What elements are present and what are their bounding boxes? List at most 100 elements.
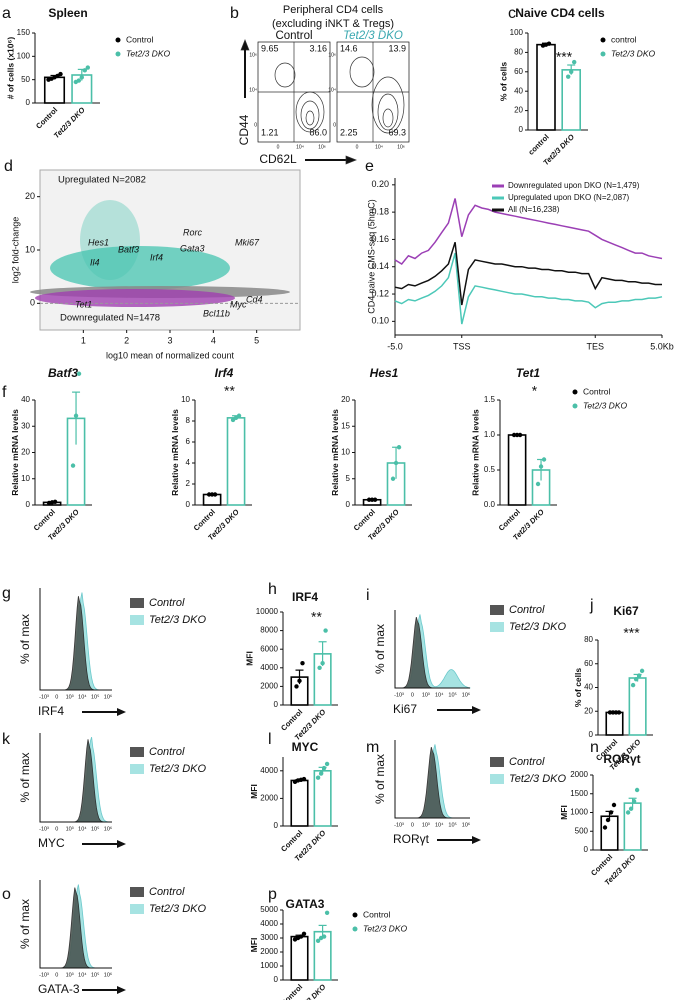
y-tick-label: 1000 [260,961,278,970]
flow-title: (excluding iNKT & Tregs) [272,18,394,30]
chart-title: Spleen [48,6,87,20]
y-tick-label: 0.14 [371,261,389,271]
data-point [70,463,76,468]
data-point [321,765,327,771]
x-tick-label: 0 [55,972,58,978]
y-tick-label: 60 [514,67,523,76]
chart-title: Irf4 [215,366,234,380]
y-tick-label: 20 [25,191,35,201]
y-tick-label: 3000 [260,933,278,942]
flow-x-tick-label: 10⁴ [375,144,383,150]
gene-label: Myc [230,299,247,309]
x-axis-label: IRF4 [38,704,64,718]
x-tick-label: 4 [211,335,216,345]
histogram-dko [395,614,471,689]
legend-marker [600,51,606,57]
legend-label: Control [583,386,611,396]
gene-label: Batf3 [118,244,139,254]
quadrant-value: 2.25 [340,127,358,137]
y-axis-label: % of max [18,614,32,664]
chart-title: Ki67 [613,604,639,618]
y-axis-label: % of max [373,754,387,804]
significance: ** [224,383,235,399]
bar [507,434,527,506]
legend-marker [572,389,578,395]
ma-cloud [30,169,301,331]
y-tick-label: 0 [584,845,589,854]
y-tick-label: 1500 [570,789,588,798]
legend-swatch [490,622,504,632]
significance: *** [556,49,573,65]
panel-letter: d [4,158,13,175]
data-point [569,69,574,75]
y-tick-label: 500 [575,826,589,835]
y-tick-label: 80 [584,635,593,644]
data-point [324,761,330,767]
data-point [535,481,541,487]
data-point [318,771,324,776]
legend-label: Upregulated upon DKO (N=2,087) [508,193,630,202]
y-tick-label: 0.0 [484,500,496,509]
data-point [630,682,636,688]
y-tick-label: 4000 [260,919,278,928]
quadrant-value: 69.3 [388,127,406,137]
data-point [297,678,302,684]
data-point [58,71,63,77]
data-point [76,78,82,83]
panel-letter: k [2,731,11,748]
data-point [611,802,617,808]
y-tick-label: 40 [584,683,593,692]
data-point [616,710,622,715]
gene-label: Tet1 [75,299,92,309]
y-tick-label: 80 [514,48,523,57]
panel-letter: b [230,5,239,22]
x-arrow-head [117,840,126,848]
legend-label: Tet2/3 DKO [149,614,207,626]
legend-marker [115,37,121,43]
x-tick-label: 5.0Kb [650,341,674,351]
legend-marker [115,51,121,57]
panel-letter: n [590,739,599,756]
gene-label: Rorc [183,227,203,237]
x-tick-label: 10⁵ [91,825,99,832]
data-point [315,938,321,943]
legend-label: Control [509,604,545,616]
y-tick-label: 2 [186,479,191,488]
legend-swatch [130,747,144,757]
legend-label: Control [149,746,185,758]
contour [300,100,320,130]
x-tick-label: 10⁵ [91,693,99,700]
line-series [394,252,663,325]
data-point [79,75,85,80]
legend-swatch [490,605,504,615]
y-tick-label: 0 [589,730,594,739]
legend-label: Tet2/3 DKO [509,621,567,633]
data-point [639,668,645,674]
y-tick-label: 4000 [260,663,278,672]
y-tick-label: 100 [510,28,524,37]
x-axis-label: log10 mean of normalized count [106,350,235,360]
data-point [82,68,88,73]
y-tick-label: 20 [341,395,350,404]
x-tick-label: 10⁶ [462,691,470,698]
legend-swatch [130,904,144,914]
bar [605,711,624,736]
y-axis-label: % of max [18,899,32,949]
data-point [323,628,328,633]
contour [371,76,405,134]
data-point [52,499,58,505]
significance: ** [311,609,322,625]
y-axis-label: % of cells [498,62,508,101]
data-point [390,476,396,481]
panel-letter: m [366,739,379,756]
x-tick-label: -10³ [394,692,404,698]
chart-title: RORγt [603,752,640,766]
bar [290,935,309,981]
y-tick-label: 150 [17,28,31,37]
y-tick-label: 40 [21,395,30,404]
contour [382,108,394,128]
panel-letter: e [365,158,374,175]
x-tick-label: -5.0 [387,341,403,351]
legend-label: Tet2/3 DKO [126,48,170,58]
y-tick-label: 0 [26,500,31,509]
